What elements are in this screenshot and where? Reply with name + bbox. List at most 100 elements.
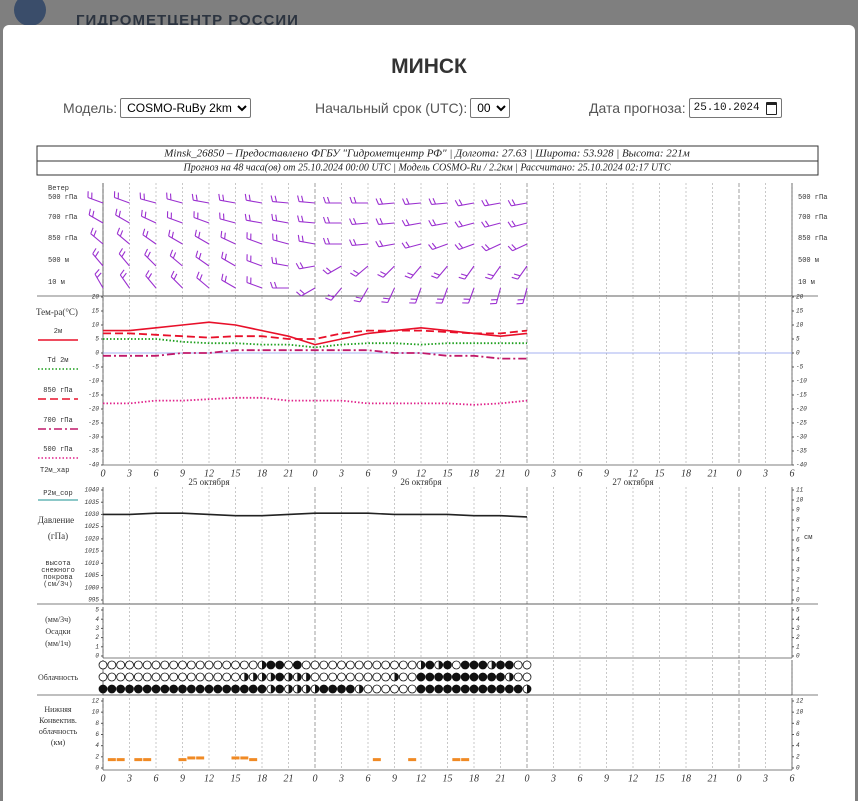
cloud-part — [443, 672, 452, 682]
wind-barb — [322, 216, 342, 224]
conv-bar — [452, 758, 461, 762]
cloud-part — [504, 660, 514, 670]
x-tick-label: 3 — [126, 773, 132, 784]
conv-bar — [134, 758, 143, 762]
y-tick-label: -5 — [796, 364, 804, 371]
cloud-part — [288, 685, 293, 693]
cloud-mark — [390, 672, 399, 682]
y-tick-label: 10 — [92, 322, 100, 329]
x-tick-label: 6 — [366, 773, 371, 784]
wind-barb — [170, 270, 183, 289]
cloud-mark — [363, 660, 373, 670]
wind-barb — [92, 248, 104, 267]
cloud-mark — [381, 684, 391, 694]
cloud-part — [107, 672, 117, 682]
cloud-mark — [292, 672, 302, 682]
cloud-mark — [98, 672, 108, 682]
x-tick-label: 9 — [180, 468, 185, 479]
run-select[interactable]: 00 — [470, 98, 511, 118]
cloud-part — [160, 684, 170, 694]
cloud-part — [394, 673, 399, 681]
cloud-part — [359, 685, 364, 693]
x-tick-label: 18 — [469, 468, 479, 479]
y-tick-label: 10 — [796, 709, 804, 716]
x-tick-label: 18 — [257, 468, 267, 479]
cloud-part — [310, 660, 320, 670]
wind-barb — [428, 242, 448, 250]
cloud-mark — [239, 660, 249, 670]
modal: МИНСК Модель: COSMO-RuBy 2km Начальный с… — [3, 25, 855, 801]
y-tick-label: 1025 — [85, 523, 100, 530]
legend-label: 850 гПа — [43, 387, 72, 395]
line-series — [103, 329, 528, 340]
x-tick-label: 0 — [525, 773, 530, 784]
cloud-mark — [195, 672, 205, 682]
unit: (гПа) — [48, 531, 68, 541]
model-select[interactable]: COSMO-RuBy 2km — [120, 98, 252, 118]
cloud-part — [345, 672, 355, 682]
y-tick-label: 2 — [796, 577, 800, 584]
cloud-mark — [178, 684, 187, 694]
cloud-part — [381, 684, 391, 694]
cloud-mark — [398, 672, 408, 682]
cloud-part — [509, 673, 514, 681]
y-tick-label: -20 — [88, 406, 99, 413]
wind-barb — [485, 265, 501, 280]
cloud-mark — [107, 672, 117, 682]
cloud-part — [328, 660, 338, 670]
cloud-mark — [451, 660, 461, 670]
wind-barb — [377, 265, 395, 278]
wind-barb — [409, 287, 422, 304]
wind-barb — [90, 227, 104, 245]
y-tick-label: 11 — [796, 487, 804, 494]
wind-barb — [458, 265, 475, 280]
wind-barb — [297, 195, 316, 204]
cloud-mark — [186, 672, 196, 682]
wind-barb — [139, 192, 157, 204]
cloud-part — [213, 672, 223, 682]
x-tick-label: 21 — [496, 468, 506, 479]
cloud-part — [169, 672, 179, 682]
cloud-part — [354, 660, 364, 670]
cloud-part — [425, 684, 435, 694]
wind-barb — [454, 199, 475, 207]
cloud-part — [407, 660, 417, 670]
wind-barb — [375, 198, 395, 205]
y-tick-label: 2 — [796, 634, 800, 641]
cloud-mark — [98, 684, 108, 694]
cloud-mark — [425, 660, 435, 670]
y-tick-label: 4 — [796, 742, 800, 749]
y-tick-label: 3 — [796, 625, 800, 632]
cloud-mark — [381, 660, 391, 670]
conv-bar — [107, 758, 116, 762]
cloud-mark — [443, 684, 452, 694]
wind-barb — [428, 198, 448, 205]
cloud-part — [262, 661, 266, 669]
cloud-mark — [248, 660, 258, 670]
cloud-part — [460, 660, 470, 670]
date-label: 26 октября — [400, 477, 441, 487]
cloud-mark — [178, 672, 187, 682]
cloud-mark — [496, 684, 505, 694]
wind-barb — [140, 209, 157, 224]
cloud-part — [381, 672, 391, 682]
cloud-mark — [487, 672, 497, 682]
y-tick-label: 10 — [796, 497, 804, 504]
cloud-mark — [469, 660, 479, 670]
wind-barb — [195, 250, 210, 267]
y-tick-label: 0 — [796, 350, 800, 357]
wind-barb — [462, 287, 475, 304]
level-label: 850 гПа — [48, 235, 77, 243]
calendar-icon[interactable] — [765, 101, 777, 115]
cloud-mark — [504, 672, 514, 682]
cloud-mark — [337, 684, 346, 694]
y-tick-label: -30 — [88, 434, 99, 441]
y-tick-label: -25 — [796, 420, 807, 427]
cloud-mark — [222, 672, 232, 682]
cloud-mark — [239, 684, 249, 694]
cloud-part — [438, 661, 443, 669]
conv-bar — [116, 758, 125, 762]
y-tick-label: -35 — [88, 448, 99, 455]
wind-barb — [113, 191, 130, 204]
date-input[interactable]: 25.10.2024 — [688, 98, 782, 118]
